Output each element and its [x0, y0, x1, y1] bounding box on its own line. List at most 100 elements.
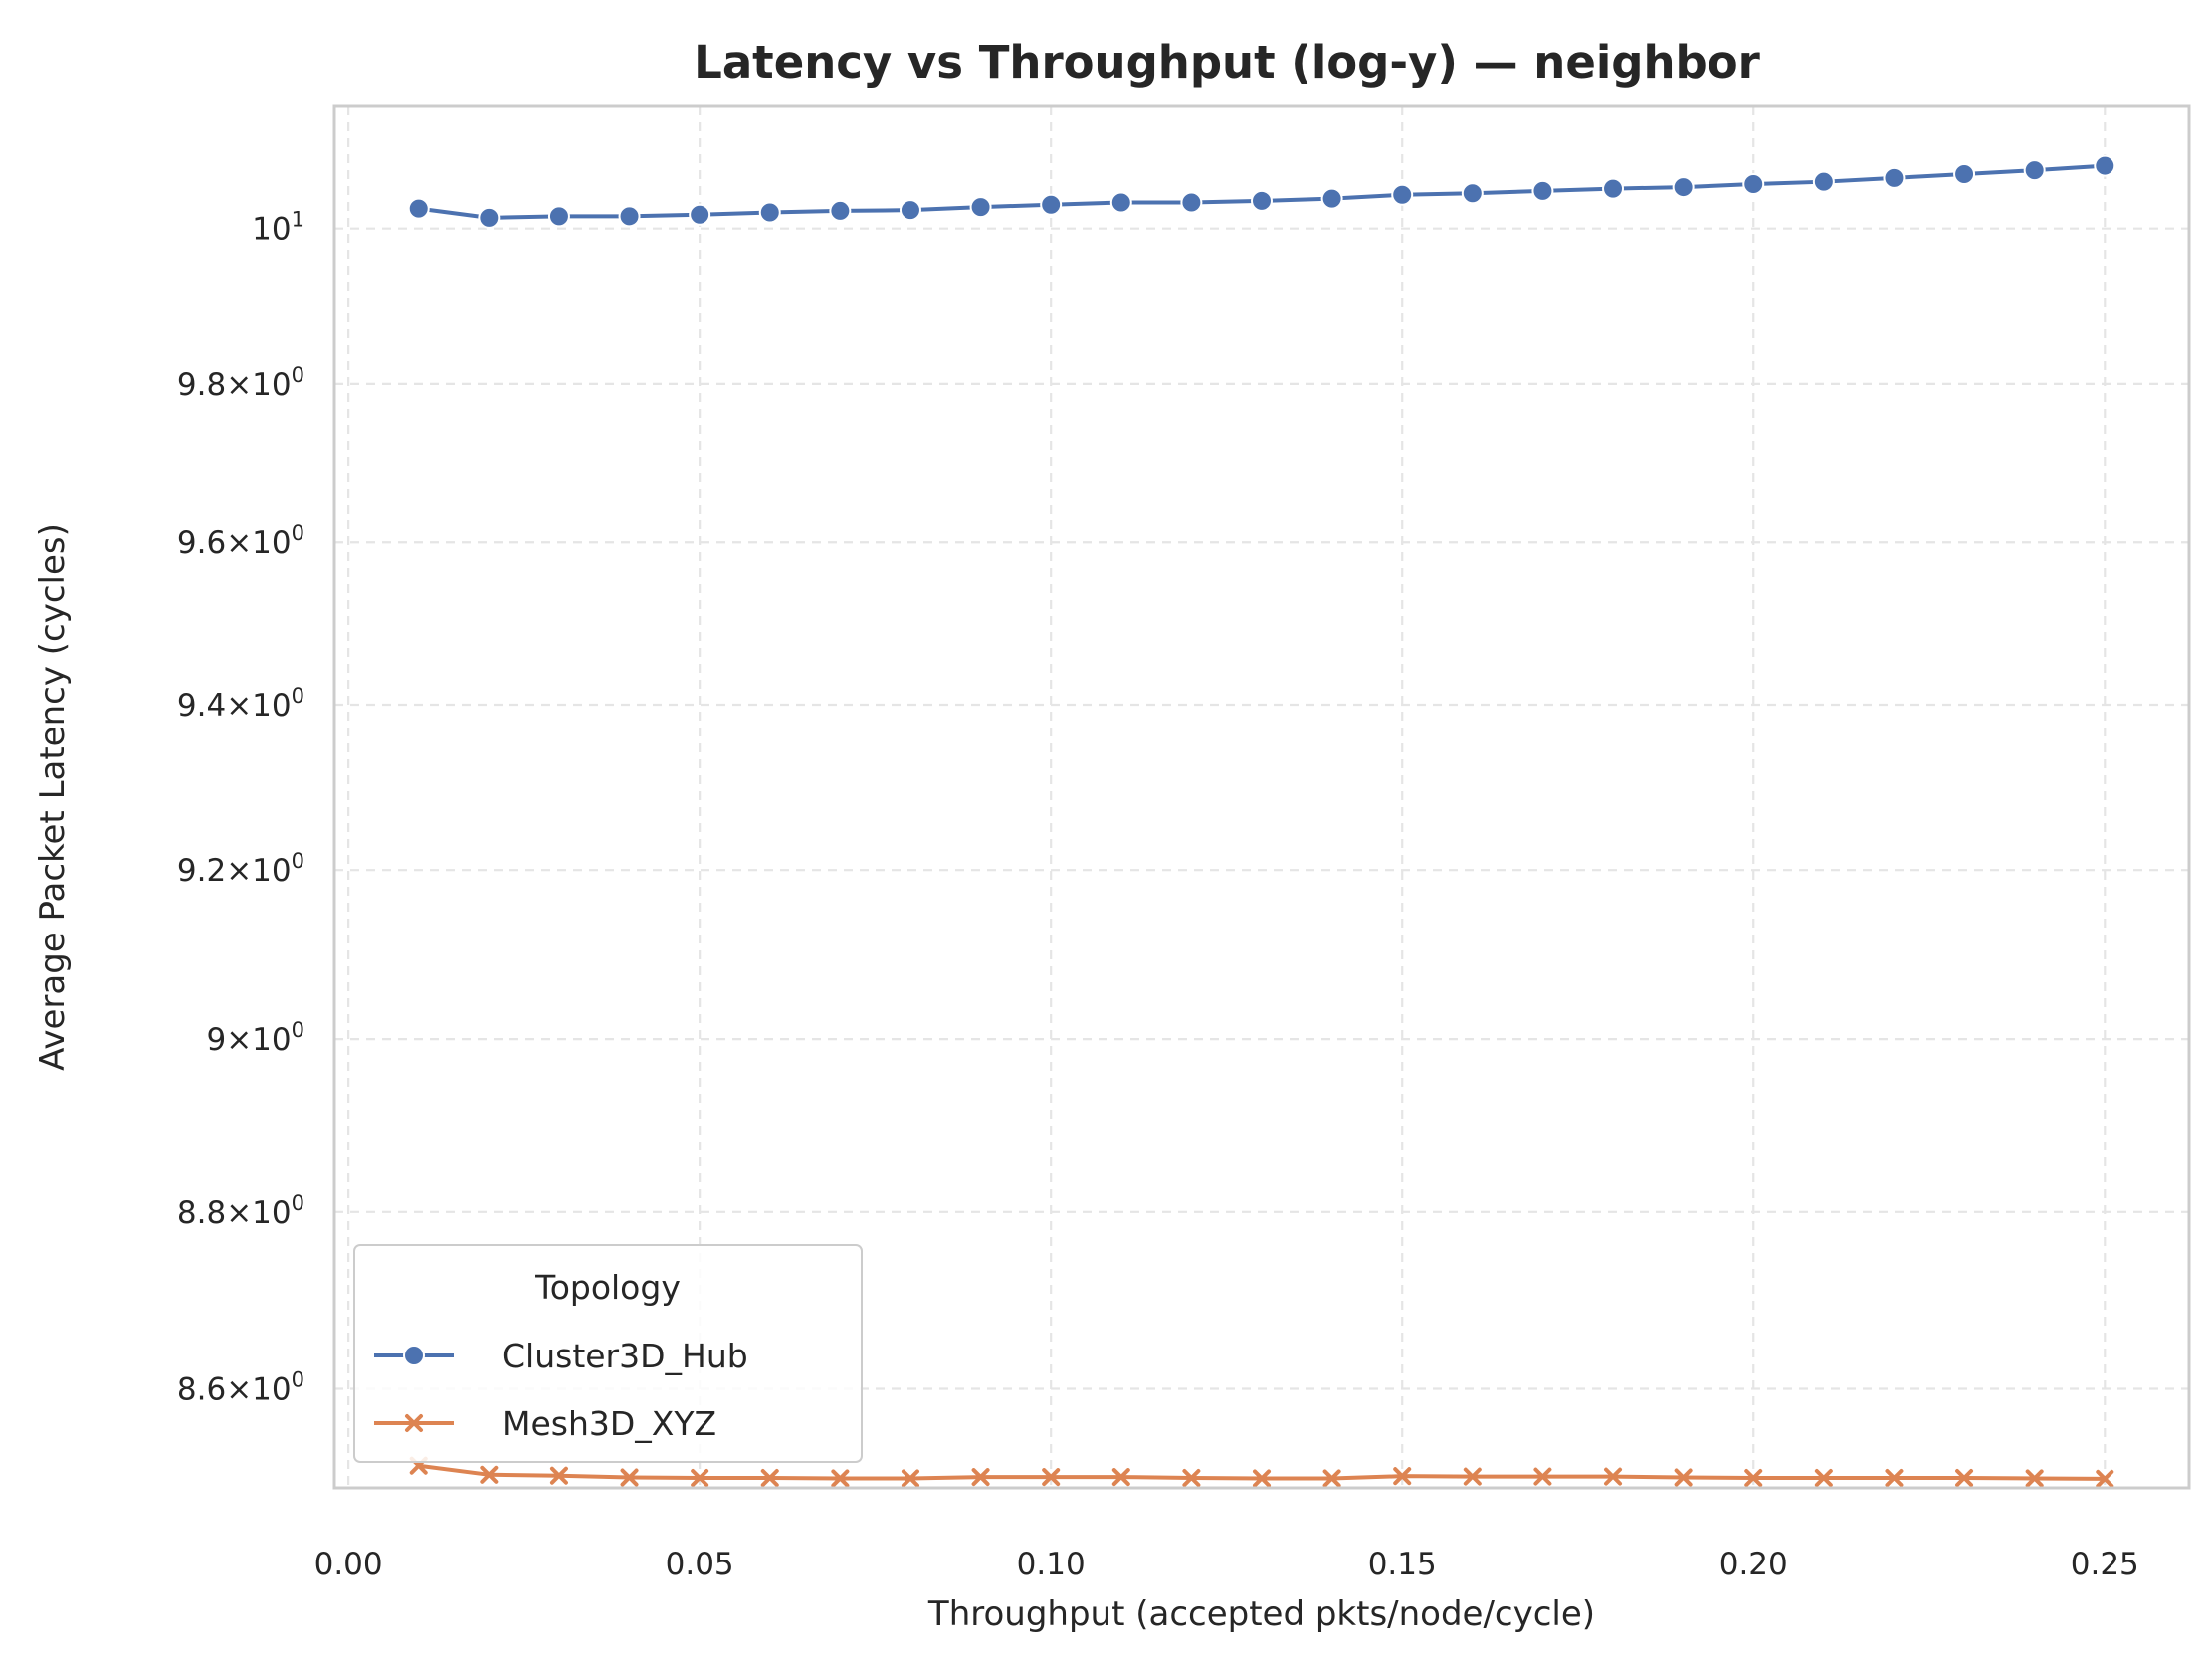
data-point — [1463, 1467, 1482, 1486]
legend-entries: Cluster3D_Hub Mesh3D_XYZ — [374, 1337, 748, 1443]
data-point — [901, 1469, 919, 1488]
data-point-stroke — [1182, 1468, 1201, 1487]
y-tick-label: 9.6×100 — [177, 521, 304, 561]
data-point — [407, 197, 430, 220]
data-point-stroke — [620, 1468, 639, 1487]
data-point — [758, 201, 781, 224]
data-point-stroke — [549, 1466, 568, 1485]
data-point — [1883, 166, 1906, 189]
data-point — [549, 1466, 568, 1485]
legend: Topology Cluster3D_Hub Mesh3D_XYZ — [353, 1244, 863, 1463]
legend-box — [353, 1244, 863, 1463]
data-point — [1180, 191, 1203, 214]
y-tick-label: 8.6×100 — [177, 1367, 304, 1407]
data-point — [1531, 179, 1554, 202]
data-point-stroke — [1463, 1467, 1482, 1486]
data-point — [1672, 176, 1695, 199]
data-point — [1885, 1468, 1904, 1487]
y-tick-label: 9.2×100 — [177, 849, 304, 889]
data-point-stroke — [760, 1468, 779, 1487]
data-point — [899, 199, 921, 222]
data-point-stroke — [1674, 1468, 1693, 1487]
legend-marker — [405, 1414, 423, 1432]
data-point — [1391, 183, 1414, 206]
x-tick-label: 0.00 — [314, 1547, 383, 1582]
data-point-stroke — [1744, 1468, 1763, 1487]
x-tick-label: 0.15 — [1368, 1547, 1437, 1582]
data-point — [971, 1468, 990, 1487]
legend-marker-stroke — [405, 1414, 423, 1432]
x-tick-label: 0.25 — [2071, 1547, 2139, 1582]
series-Cluster3D_Hub — [407, 154, 2116, 229]
chart-title: Latency vs Throughput (log-y) — neighbor — [694, 36, 1761, 89]
data-point — [2094, 154, 2116, 177]
y-tick-label: 9.4×100 — [177, 684, 304, 724]
data-point — [1042, 1468, 1061, 1487]
data-point-stroke — [1533, 1467, 1552, 1486]
data-point — [478, 206, 501, 229]
data-point — [1040, 193, 1063, 216]
y-tick-label: 9.8×100 — [177, 363, 304, 403]
data-point-stroke — [1111, 1468, 1130, 1487]
data-point — [760, 1468, 779, 1487]
x-tick-label: 0.05 — [666, 1547, 734, 1582]
y-tick-label: 101 — [252, 208, 304, 248]
data-point — [1742, 172, 1765, 195]
data-point-stroke — [901, 1469, 919, 1488]
legend-marker — [403, 1345, 425, 1366]
data-point — [1251, 189, 1273, 212]
data-point-stroke — [971, 1468, 990, 1487]
data-point-stroke — [2025, 1469, 2044, 1488]
data-point — [1111, 1468, 1130, 1487]
data-point — [1320, 187, 1343, 210]
data-point — [2096, 1469, 2114, 1488]
data-point — [1602, 177, 1625, 200]
y-axis-title: Average Packet Latency (cycles) — [33, 523, 73, 1071]
data-point — [1253, 1469, 1271, 1488]
data-point-stroke — [1322, 1469, 1341, 1488]
data-point — [1812, 170, 1835, 193]
data-point — [620, 1468, 639, 1487]
data-point — [618, 205, 641, 228]
y-tick-label: 9×100 — [206, 1018, 304, 1058]
x-tick-label: 0.10 — [1017, 1547, 1086, 1582]
data-point — [689, 203, 711, 226]
data-point-stroke — [1393, 1467, 1412, 1486]
grid — [334, 106, 2189, 1488]
data-point — [969, 196, 992, 219]
data-point-stroke — [1042, 1468, 1061, 1487]
data-point — [1182, 1468, 1201, 1487]
data-point — [1604, 1467, 1623, 1486]
data-point — [1109, 191, 1132, 214]
data-point — [547, 205, 570, 228]
data-point — [1322, 1469, 1341, 1488]
x-axis-title: Throughput (accepted pkts/node/cycle) — [927, 1594, 1595, 1634]
data-point — [1744, 1468, 1763, 1487]
data-point-stroke — [480, 1465, 499, 1484]
data-point — [1674, 1468, 1693, 1487]
data-point-stroke — [1814, 1468, 1833, 1487]
data-point — [1953, 163, 1976, 186]
data-point-stroke — [1885, 1468, 1904, 1487]
legend-title: Topology — [534, 1268, 681, 1307]
y-tick-label: 8.8×100 — [177, 1191, 304, 1231]
data-point — [831, 1469, 850, 1488]
data-point-stroke — [1253, 1469, 1271, 1488]
data-point — [1955, 1468, 1974, 1487]
data-point-stroke — [1604, 1467, 1623, 1486]
data-point-stroke — [1955, 1468, 1974, 1487]
legend-label: Cluster3D_Hub — [503, 1337, 748, 1375]
legend-label: Mesh3D_XYZ — [503, 1404, 716, 1443]
legend-entry: Cluster3D_Hub — [374, 1337, 748, 1375]
data-point — [1814, 1468, 1833, 1487]
data-point-stroke — [831, 1469, 850, 1488]
data-point — [480, 1465, 499, 1484]
data-point — [2025, 1469, 2044, 1488]
data-point — [691, 1468, 709, 1487]
data-point — [1533, 1467, 1552, 1486]
x-tick-label: 0.20 — [1719, 1547, 1788, 1582]
data-point — [829, 199, 852, 222]
series-Mesh3D_XYZ — [409, 1456, 2114, 1488]
